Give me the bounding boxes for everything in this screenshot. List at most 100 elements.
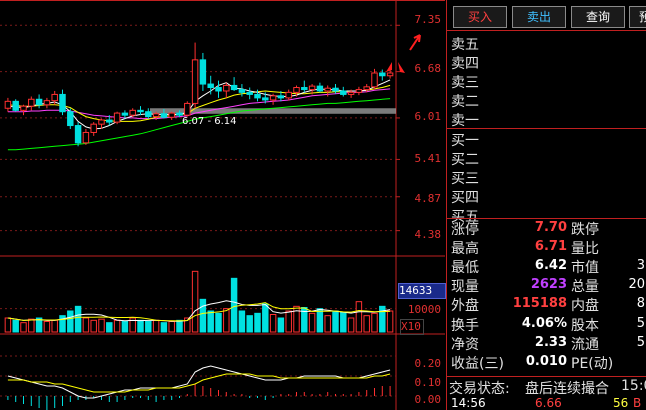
tick-row[interactable]: 14:56 6.66 56 B	[447, 396, 646, 410]
stat-label: 收益(三)	[451, 356, 504, 372]
volume-bar	[184, 317, 191, 333]
candle-body	[4, 100, 12, 109]
volume-bar	[316, 308, 324, 333]
volume-bar	[51, 319, 58, 333]
stat-label: 市值	[571, 260, 599, 276]
stat-label: 净资	[451, 337, 479, 353]
volume-bar	[285, 310, 292, 333]
candle-body	[316, 85, 324, 92]
candle-body	[152, 113, 160, 118]
stat-label: 现量	[451, 279, 479, 295]
price-tick: 6.68	[414, 62, 442, 75]
volume-bar	[74, 305, 82, 333]
volume-bar	[379, 305, 386, 333]
pre-order-button[interactable]: 预	[629, 6, 646, 28]
stat-value: 6.42	[534, 258, 567, 273]
price-band	[150, 108, 396, 114]
price-tick: 6.01	[414, 110, 442, 123]
buy-button[interactable]: 买入	[453, 6, 507, 28]
tick-direction: B	[633, 396, 642, 410]
candle-body	[308, 85, 316, 91]
candle-body	[324, 87, 331, 92]
kline-chart-area[interactable]: 7.35 6.68 6.01 5.41 4.87 4.38 6.07 - 6.1…	[0, 0, 446, 410]
macd-dif-line	[7, 365, 391, 399]
volume-bar	[324, 315, 331, 333]
volume-tick: 10000	[407, 303, 441, 316]
macd-tick: 0.10	[414, 376, 442, 389]
volume-bar	[90, 319, 97, 333]
volume-bar	[160, 322, 168, 333]
volume-bar	[308, 312, 316, 333]
ask-5-label: 卖五	[451, 37, 479, 53]
divider	[447, 218, 646, 219]
volume-bar	[386, 310, 394, 333]
candle-body	[160, 113, 168, 118]
tick-volume: 56	[613, 396, 629, 410]
candle-body	[28, 98, 35, 107]
candle-body	[82, 131, 90, 144]
candle-body	[191, 59, 199, 104]
query-button[interactable]: 查询	[571, 6, 625, 28]
macd-dea-line	[7, 373, 391, 393]
trade-status-value: 盘后连续撮合	[525, 381, 609, 397]
volume-bar	[137, 319, 144, 333]
volume-bar	[230, 277, 238, 333]
volume-bar	[207, 310, 214, 333]
volume-bar	[254, 312, 261, 333]
bid-3-label: 买三	[451, 171, 479, 187]
bid-1-label: 买一	[451, 133, 479, 149]
candle-body	[285, 91, 292, 99]
tick-price: 6.66	[535, 396, 562, 410]
stat-value: 115188	[512, 296, 567, 311]
price-tick: 5.41	[414, 152, 442, 165]
volume-bar	[199, 298, 207, 333]
candle-body	[145, 111, 152, 118]
stat-value: 2623	[530, 277, 567, 292]
stat-value: 20	[628, 277, 645, 292]
macd-tick: 0.20	[414, 357, 442, 370]
candle-body	[137, 109, 144, 113]
volume-bar	[262, 303, 269, 333]
stat-value: 5	[636, 335, 645, 350]
candle-body	[67, 111, 74, 127]
ask-2-label: 卖二	[451, 94, 479, 110]
kline-chart-canvas[interactable]	[0, 0, 445, 410]
volume-bar	[246, 315, 253, 333]
volume-bar	[293, 305, 300, 333]
bid-2-label: 买二	[451, 152, 479, 168]
volume-bar	[347, 317, 355, 333]
arrow-head-icon	[398, 62, 405, 73]
volume-bar	[371, 312, 378, 333]
ma10-line	[7, 84, 391, 122]
volume-bar	[152, 319, 160, 333]
stat-label: 内盘	[571, 298, 599, 314]
candle-body	[301, 87, 308, 91]
candle-body	[371, 72, 378, 88]
volume-ma10-line	[7, 302, 391, 322]
stat-value: 4.06%	[521, 316, 567, 331]
candle-body	[20, 105, 27, 111]
sell-button[interactable]: 卖出	[512, 6, 566, 28]
volume-unit: X10	[400, 319, 424, 335]
candle-body	[347, 91, 355, 95]
ask-4-label: 卖四	[451, 56, 479, 72]
stat-label: 最低	[451, 260, 479, 276]
price-tick: 4.87	[414, 192, 442, 205]
candle-body	[379, 72, 386, 77]
volume-bar	[129, 317, 136, 333]
volume-bar	[4, 317, 12, 333]
volume-bar	[67, 310, 74, 333]
volume-bar	[269, 314, 277, 333]
up-arrow-icon	[409, 34, 421, 51]
candle-body	[215, 87, 222, 92]
stat-value: 3	[636, 258, 645, 273]
volume-bar	[168, 321, 175, 333]
volume-bar	[238, 310, 246, 333]
stat-value: 5	[636, 316, 645, 331]
stat-value: 7.70	[534, 220, 567, 235]
candle-body	[129, 109, 136, 116]
candle-body	[277, 95, 285, 99]
volume-bar	[20, 322, 27, 333]
volume-bar	[176, 319, 183, 333]
stat-label: 量比	[571, 241, 599, 257]
